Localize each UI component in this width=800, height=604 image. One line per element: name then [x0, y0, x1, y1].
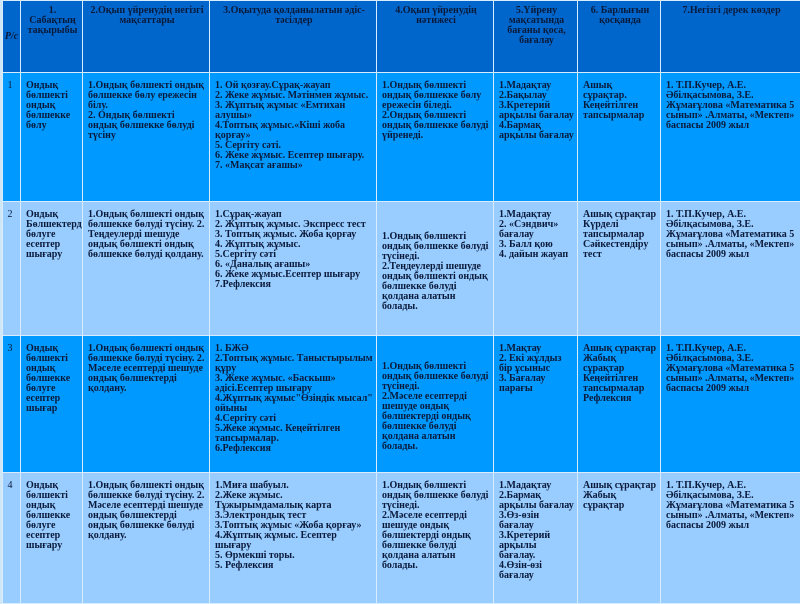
topic-cell: Ондық Бөлшектерді бөлуге есептер шығару	[21, 202, 83, 336]
results-cell: 1.Ондық бөлшекті ондық бөлшекке бөлуді т…	[377, 473, 494, 604]
row-number: 3	[3, 336, 21, 473]
table-row: 3 Ондық бөлшекті ондық бөлшекке бөлуге е…	[3, 336, 800, 473]
header-methods: 3.Оқытуда қолданылатын әдіс-тәсілдер	[210, 1, 377, 73]
row-number: 2	[3, 202, 21, 336]
sources-cell: 1. Т.П.Кучер, А.Е. Әбілқасымова, З.Е. Жұ…	[661, 202, 800, 336]
table-row: 4 Ондық бөлшекті ондық бөлшекке бөлуге е…	[3, 473, 800, 604]
header-number: Р/с	[3, 1, 21, 73]
sources-cell: 1. Т.П.Кучер, А.Е. Әбілқасымова, З.Е. Жұ…	[661, 336, 800, 473]
methods-cell: 1.Миға шабуыл. 2.Жеке жұмыс. Тұжырымдама…	[210, 473, 377, 604]
topic-cell: Ондық бөлшекті ондық бөлшекке бөлуге есе…	[21, 336, 83, 473]
total-cell: Ашық сұрақтар Күрделі тапсырмалар Сәйкес…	[578, 202, 661, 336]
table-row: 2 Ондық Бөлшектерді бөлуге есептер шығар…	[3, 202, 800, 336]
results-cell: 1.Ондық бөлшекті ондық бөлшекке бөлуді т…	[377, 202, 494, 336]
header-sources: 7.Негізгі дерек көздер	[661, 1, 800, 73]
header-row: Р/с 1. Сабақтың тақырыбы 2.Оқып үйренуді…	[3, 1, 800, 73]
assessment-cell: 1.Мадақтау 2.Бақылау 3.Кретерий арқылы б…	[494, 73, 578, 202]
methods-cell: 1. Ой қозғау.Сұрақ-жауап 2. Жеке жұмыс. …	[210, 73, 377, 202]
header-topic: 1. Сабақтың тақырыбы	[21, 1, 83, 73]
header-total: 6. Барлығын қосқанда	[578, 1, 661, 73]
total-cell: Ашық сұрақтар Жабық сұрақтар	[578, 473, 661, 604]
topic-cell: Ондық бөлшекті ондық бөлшекке бөлу	[21, 73, 83, 202]
table-row: 1 Ондық бөлшекті ондық бөлшекке бөлу 1.О…	[3, 73, 800, 202]
sources-cell: 1. Т.П.Кучер, А.Е. Әбілқасымова, З.Е. Жұ…	[661, 473, 800, 604]
goals-cell: 1.Ондық бөлшекті ондық бөлшекке бөлу ере…	[83, 73, 210, 202]
assessment-cell: 1.Мақтау 2. Екі жұлдыз бір ұсыныс 3. Бағ…	[494, 336, 578, 473]
assessment-cell: 1.Мадақтау 2. «Сэндвич» бағалау 3. Балл …	[494, 202, 578, 336]
header-results: 4.Оқып үйренудің нәтижесі	[377, 1, 494, 73]
sources-cell: 1. Т.П.Кучер, А.Е. Әбілқасымова, З.Е. Жұ…	[661, 73, 800, 202]
results-cell: 1.Ондық бөлшекті ондық бөлшекке бөлуді т…	[377, 336, 494, 473]
methods-cell: 1. БЖӘ 2.Топтық жұмыс. Таныстырылым құру…	[210, 336, 377, 473]
row-number: 4	[3, 473, 21, 604]
topic-cell: Ондық бөлшекті ондық бөлшекке бөлуге есе…	[21, 473, 83, 604]
methods-cell: 1.Сұрақ-жауап 2. Жұптық жұмыс. Экспресс …	[210, 202, 377, 336]
header-goals: 2.Оқып үйренудің негізгі мақсаттары	[83, 1, 210, 73]
row-number: 1	[3, 73, 21, 202]
total-cell: Ашық сұрақтар. Кеңейтілген тапсырмалар	[578, 73, 661, 202]
results-cell: 1.Ондық бөлшекті ондық бөлшекке бөлу ере…	[377, 73, 494, 202]
goals-cell: 1.Ондық бөлшекті ондық бөлшекке бөлуді т…	[83, 202, 210, 336]
goals-cell: 1.Ондық бөлшекті ондық бөлшекке бөлуді т…	[83, 336, 210, 473]
assessment-cell: 1.Мадақтау 2.Бармақ арқылы бағалау 3.Өз-…	[494, 473, 578, 604]
goals-cell: 1.Ондық бөлшекті ондық бөлшекке бөлуді т…	[83, 473, 210, 604]
total-cell: Ашық сұрақтар Жабық сұрақтар Кеңейтілген…	[578, 336, 661, 473]
header-assessment: 5.Үйрену мақсатында бағаны қоса, бағалау	[494, 1, 578, 73]
